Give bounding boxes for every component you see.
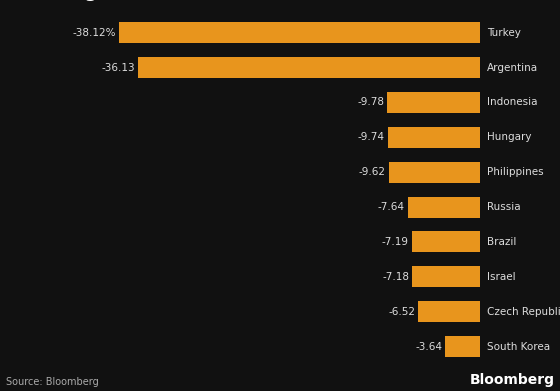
Text: -9.78: -9.78 — [357, 97, 385, 108]
Text: Bond Nightmare: Bond Nightmare — [6, 0, 170, 1]
Text: -7.19: -7.19 — [382, 237, 409, 247]
Text: Czech Republic: Czech Republic — [487, 307, 560, 317]
Bar — [408, 197, 480, 217]
Text: Source: Bloomberg: Source: Bloomberg — [6, 377, 99, 387]
Bar — [138, 57, 480, 78]
Text: Argentina: Argentina — [487, 63, 539, 73]
Text: Bloomberg: Bloomberg — [469, 373, 554, 387]
Text: Indonesia: Indonesia — [487, 97, 538, 108]
Text: -6.52: -6.52 — [388, 307, 416, 317]
Text: -9.74: -9.74 — [358, 132, 385, 142]
Bar — [412, 266, 480, 287]
Text: -38.12%: -38.12% — [73, 28, 116, 38]
Text: -9.62: -9.62 — [359, 167, 386, 177]
Text: -3.64: -3.64 — [416, 342, 442, 352]
Bar — [412, 231, 480, 253]
Text: Russia: Russia — [487, 202, 521, 212]
Bar — [119, 22, 480, 43]
Bar — [388, 127, 480, 148]
Text: South Korea: South Korea — [487, 342, 550, 352]
Text: -7.18: -7.18 — [382, 272, 409, 282]
Bar — [389, 162, 480, 183]
Bar — [445, 336, 480, 357]
Text: Israel: Israel — [487, 272, 516, 282]
Text: Turkey: Turkey — [487, 28, 521, 38]
Bar — [388, 92, 480, 113]
Text: -36.13: -36.13 — [101, 63, 135, 73]
Text: Brazil: Brazil — [487, 237, 517, 247]
Bar — [418, 301, 480, 322]
Text: -7.64: -7.64 — [377, 202, 405, 212]
Text: Hungary: Hungary — [487, 132, 532, 142]
Text: Philippines: Philippines — [487, 167, 544, 177]
